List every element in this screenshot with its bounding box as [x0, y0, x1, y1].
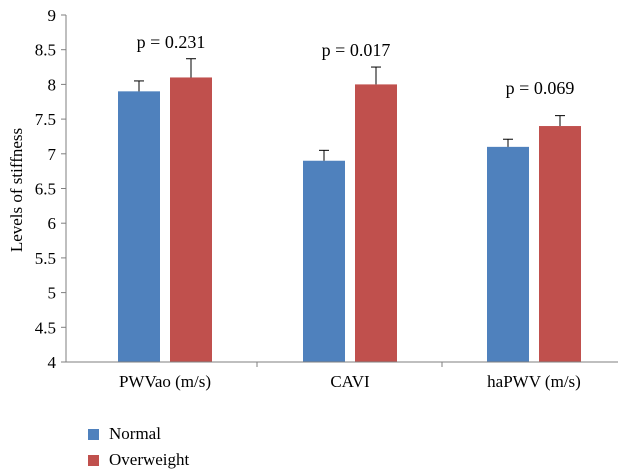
y-tick-label: 9: [48, 6, 57, 25]
y-tick-label: 7: [48, 145, 57, 164]
bar-overweight-0: [170, 77, 212, 363]
legend-item-overweight: Overweight: [88, 447, 189, 473]
p-value-annotation: p = 0.017: [322, 40, 391, 60]
y-tick-label: 6: [48, 214, 57, 233]
legend: Normal Overweight: [88, 421, 189, 473]
bar-normal-0: [118, 91, 160, 362]
legend-label-normal: Normal: [109, 424, 161, 443]
x-tick-label: haPWV (m/s): [487, 372, 581, 391]
y-tick-label: 5: [48, 284, 57, 303]
bar-chart: Levels of stiffness 4 4.5 5 5.5 6 6.5 7 7.5 8 8.5…: [7, 6, 618, 391]
y-tick-label: 4: [48, 353, 57, 372]
x-tick-label: PWVao (m/s): [119, 372, 211, 391]
legend-label-overweight: Overweight: [109, 450, 190, 469]
bar-normal-1: [303, 160, 345, 362]
p-value-annotation: p = 0.231: [137, 32, 206, 52]
legend-swatch-overweight: [88, 454, 99, 466]
bar-overweight-1: [355, 84, 397, 363]
bar-overweight-2: [539, 126, 581, 362]
y-tick-label: 6.5: [35, 180, 56, 199]
legend-swatch-normal: [88, 428, 99, 440]
y-tick-label: 5.5: [35, 249, 56, 268]
x-tick-label: CAVI: [330, 372, 370, 391]
p-value-annotation: p = 0.069: [506, 78, 575, 98]
y-tick-label: 7.5: [35, 110, 56, 129]
y-tick-label: 8.5: [35, 41, 56, 60]
y-axis-label: Levels of stiffness: [7, 128, 26, 252]
y-tick-label: 8: [48, 75, 57, 94]
legend-item-normal: Normal: [88, 421, 189, 447]
y-tick-label: 4.5: [35, 318, 56, 337]
bar-normal-2: [487, 146, 529, 362]
